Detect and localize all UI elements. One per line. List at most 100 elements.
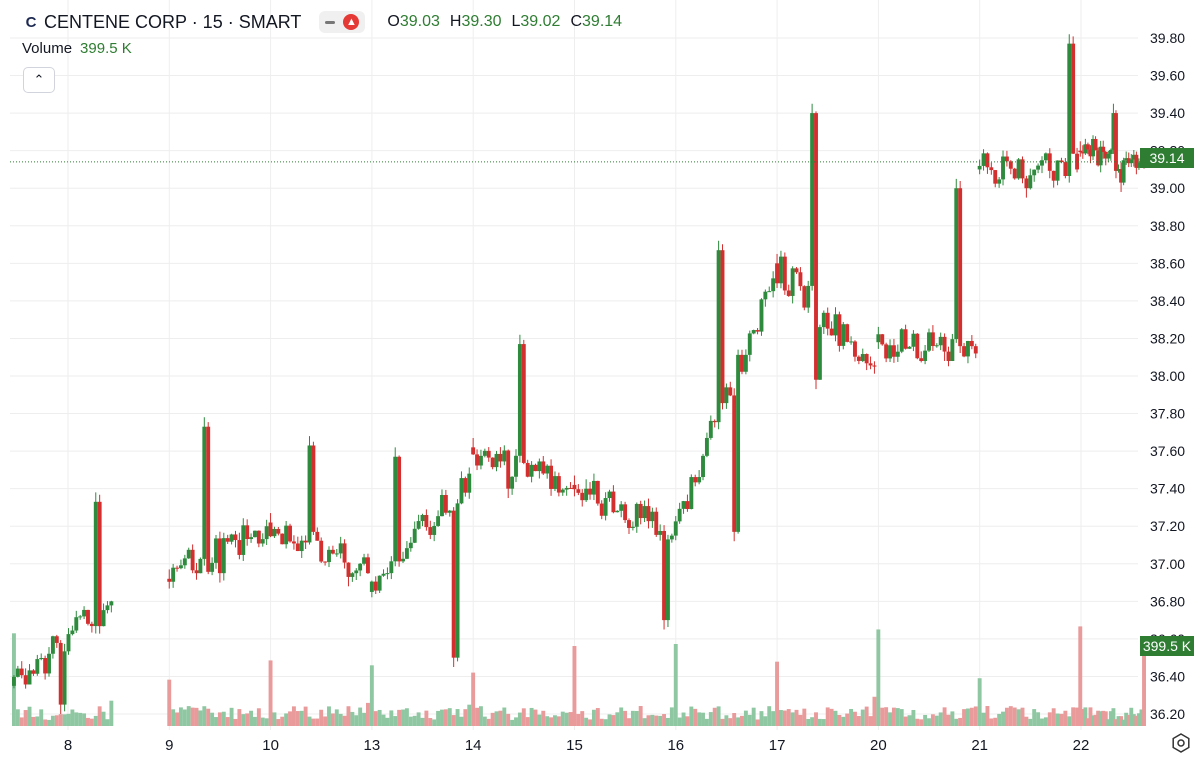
y-tick-label: 39.60: [1150, 68, 1185, 84]
candle-body: [1136, 162, 1141, 168]
volume-bar: [506, 713, 511, 726]
candle-body: [627, 520, 631, 528]
candle-body: [214, 538, 218, 563]
volume-bar: [728, 718, 733, 726]
volume-bar: [627, 718, 631, 726]
candle-body: [366, 557, 370, 574]
chevron-up-icon[interactable]: ⌃: [23, 67, 55, 93]
volume-bar: [576, 713, 581, 726]
candle-body: [210, 562, 215, 572]
volume-bar: [284, 713, 289, 726]
volume-bar: [759, 711, 764, 726]
volume-bar: [938, 712, 943, 726]
volume-bar: [190, 707, 195, 726]
candle-body: [385, 573, 390, 575]
volume-bar: [841, 716, 846, 726]
candle-body: [782, 256, 787, 291]
candle-body: [1096, 150, 1101, 166]
volume-bar: [276, 719, 281, 726]
x-tick-label: 21: [971, 737, 988, 754]
volume-bar: [743, 710, 748, 726]
candle-body: [775, 263, 779, 284]
volume-bar: [989, 718, 994, 726]
candle-body: [397, 456, 402, 562]
volume-bar: [182, 709, 187, 726]
candle-body: [611, 491, 616, 513]
volume-bar: [599, 718, 604, 726]
candle-body: [529, 464, 534, 477]
candle-body: [323, 561, 328, 563]
volume-bar: [533, 709, 538, 726]
volume-bar: [732, 713, 737, 726]
candle-body: [416, 521, 421, 529]
volume-bar: [860, 709, 865, 726]
candle-body: [568, 487, 573, 489]
candle-body: [1111, 113, 1116, 150]
volume-bar: [272, 712, 277, 726]
candle-body: [786, 290, 791, 296]
candle-body: [747, 333, 752, 355]
volume-bar: [369, 665, 374, 726]
volume-bar: [895, 708, 900, 726]
volume-bar: [755, 719, 760, 726]
candle-body: [82, 609, 87, 617]
candle-body: [1078, 150, 1083, 153]
candle-body: [689, 477, 694, 510]
volume-bar: [973, 706, 978, 726]
candle-body: [1024, 178, 1029, 189]
candle-body: [190, 549, 195, 571]
volume-bar: [580, 711, 585, 726]
candle-body: [78, 616, 83, 618]
volume-bar: [1126, 714, 1131, 726]
volume-bar: [459, 716, 464, 726]
candle-body: [408, 542, 413, 549]
candle-body: [478, 455, 483, 466]
volume-bar: [35, 716, 40, 726]
price-axis[interactable]: 39.8039.6039.4039.2039.0038.8038.6038.40…: [1150, 30, 1185, 722]
candle-body: [942, 336, 947, 352]
candle-body: [280, 533, 285, 545]
time-axis[interactable]: 8 9 10 13 14 15 16 17 20 21 22: [64, 737, 1090, 754]
volume-bar: [1129, 707, 1134, 726]
volume-bar: [175, 712, 179, 726]
volume-bar: [630, 710, 635, 726]
volume-bar: [560, 711, 565, 726]
candle-body: [763, 291, 768, 300]
candle-body: [607, 491, 612, 499]
volume-bar: [588, 719, 592, 726]
candle-body: [732, 395, 737, 532]
candle-body: [669, 535, 674, 540]
volume-bar: [537, 714, 542, 726]
volume-bar: [934, 715, 939, 726]
candle-body: [295, 543, 300, 552]
volume-bar: [654, 715, 659, 726]
volume-bar: [923, 714, 928, 726]
volume-bar: [849, 708, 854, 726]
volume-bar: [43, 719, 48, 726]
flame-icon[interactable]: ▲: [343, 14, 360, 30]
volume-bar: [229, 707, 234, 726]
volume-bar: [876, 629, 881, 726]
candle-body: [284, 525, 289, 545]
candle-body: [463, 478, 468, 493]
y-tick-label: 39.80: [1150, 30, 1185, 46]
candle-body: [1114, 113, 1118, 171]
candle-body: [330, 549, 335, 554]
indicator-toggle-pill[interactable]: ▲: [319, 11, 366, 33]
volume-bar: [786, 709, 791, 726]
volume-bar: [260, 717, 265, 726]
volume-bar: [342, 715, 347, 726]
candle-body: [927, 332, 931, 351]
volume-bar: [693, 708, 698, 726]
settings-icon[interactable]: [1170, 732, 1192, 754]
candle-body: [771, 278, 776, 292]
minus-icon[interactable]: [325, 20, 336, 24]
volume-bar: [1071, 707, 1076, 726]
candle-body: [677, 508, 682, 522]
candle-body: [1001, 156, 1005, 180]
candle-body: [938, 336, 943, 346]
symbol-title[interactable]: CENTENE CORP · 15 · SMART: [44, 11, 302, 32]
candle-body: [101, 610, 106, 627]
candle-body: [642, 506, 647, 519]
